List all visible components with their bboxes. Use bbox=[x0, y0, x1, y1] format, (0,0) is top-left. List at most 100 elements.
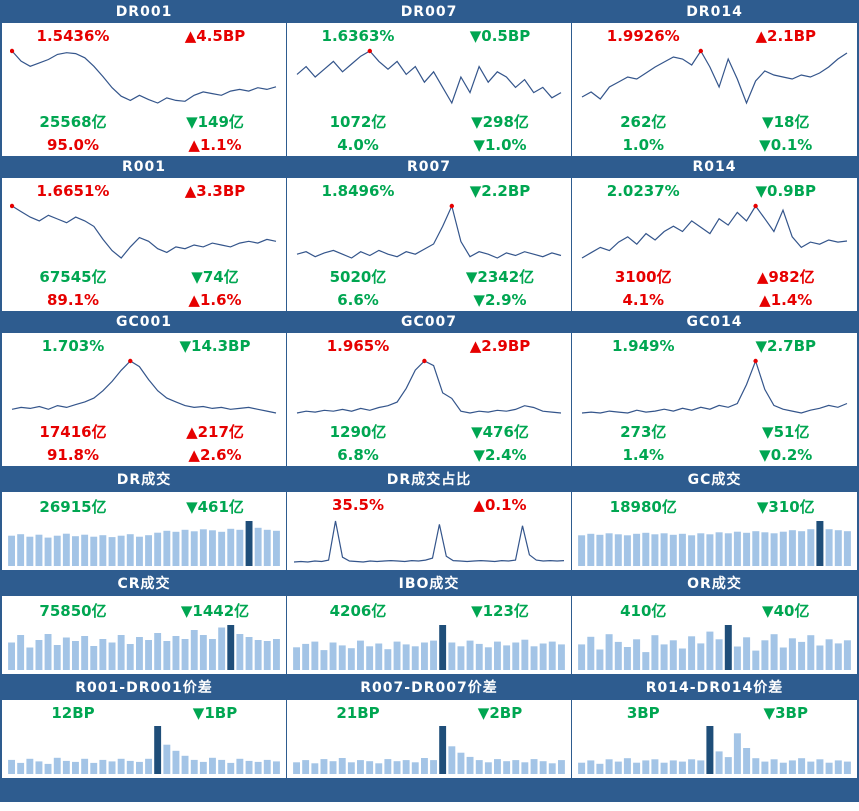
panel-r001: R001 1.6651% ▲3.3BP 67545亿 ▼74亿 89.1% ▲1… bbox=[2, 157, 287, 312]
panel-gc001: GC001 1.703% ▼14.3BP 17416亿 ▲217亿 91.8% … bbox=[2, 312, 287, 467]
footer-bar bbox=[2, 779, 857, 800]
volume-value: 3100亿 bbox=[614, 268, 672, 286]
panel-title: R007-DR007价差 bbox=[287, 675, 571, 700]
rate-line: 1.9926% ▲2.1BP bbox=[572, 23, 857, 46]
spread-change: ▼1BP bbox=[192, 704, 238, 722]
or-volume-bars bbox=[577, 624, 852, 670]
share-value: 1.0% bbox=[622, 136, 665, 154]
rate-value: 1.703% bbox=[41, 337, 105, 355]
panel-gc014: GC014 1.949% ▼2.7BP 273亿 ▼51亿 1.4% ▼0.2% bbox=[572, 312, 857, 467]
rate-value: 1.965% bbox=[326, 337, 390, 355]
value-line: 3BP ▼3BP bbox=[572, 700, 857, 723]
flow-value: 4206亿 bbox=[329, 602, 387, 620]
rate-value: 1.6651% bbox=[36, 182, 110, 200]
panel-dr001: DR001 1.5436% ▲4.5BP 25568亿 ▼149亿 95.0% … bbox=[2, 2, 287, 157]
rate-value: 1.6363% bbox=[321, 27, 395, 45]
share-line: 4.0% ▼1.0% bbox=[287, 134, 571, 156]
volume-change: ▼18亿 bbox=[762, 113, 810, 131]
panel-title: DR001 bbox=[2, 2, 286, 23]
flow-change: ▼1442亿 bbox=[180, 602, 250, 620]
panel-cr-volume: CR成交 75850亿 ▼1442亿 bbox=[2, 571, 287, 675]
ibo-volume-bars bbox=[292, 624, 566, 670]
flow-change: ▼310亿 bbox=[756, 498, 815, 516]
share-value: 6.6% bbox=[337, 291, 379, 309]
r014-dr014-spread-bars bbox=[577, 725, 852, 774]
volume-value: 5020亿 bbox=[329, 268, 387, 286]
dr007-trend-chart bbox=[295, 47, 563, 107]
flow-value: 410亿 bbox=[620, 602, 667, 620]
rate-line: 1.8496% ▼2.2BP bbox=[287, 178, 571, 201]
panel-title: R014-DR014价差 bbox=[572, 675, 857, 700]
panel-dr-volume: DR成交 26915亿 ▼461亿 bbox=[2, 467, 287, 571]
rate-value: 1.8496% bbox=[321, 182, 395, 200]
volume-value: 273亿 bbox=[620, 423, 667, 441]
panel-title: OR成交 bbox=[572, 571, 857, 596]
volume-value: 25568亿 bbox=[39, 113, 107, 131]
gc001-trend-chart bbox=[10, 357, 278, 417]
value-line: 35.5% ▲0.1% bbox=[287, 492, 571, 515]
panel-title: DR014 bbox=[572, 2, 857, 23]
dr001-trend-chart bbox=[10, 47, 278, 107]
r007-dr007-spread-bars bbox=[292, 725, 566, 774]
share-line: 1.0% ▼0.1% bbox=[572, 134, 857, 156]
share-change: ▲1.1% bbox=[188, 136, 242, 154]
panel-title: CR成交 bbox=[2, 571, 286, 596]
share-line: 95.0% ▲1.1% bbox=[2, 134, 286, 156]
volume-value: 262亿 bbox=[620, 113, 667, 131]
panel-title: R007 bbox=[287, 157, 571, 178]
share-line: 6.6% ▼2.9% bbox=[287, 289, 571, 311]
rate-value: 1.949% bbox=[612, 337, 675, 355]
volume-line: 1072亿 ▼298亿 bbox=[287, 109, 571, 134]
panel-dr007: DR007 1.6363% ▼0.5BP 1072亿 ▼298亿 4.0% ▼1… bbox=[287, 2, 572, 157]
spread-change: ▼3BP bbox=[763, 704, 808, 722]
panel-title: GC成交 bbox=[572, 467, 857, 492]
value-line: 18980亿 ▼310亿 bbox=[572, 492, 857, 518]
flow-change: ▼123亿 bbox=[471, 602, 529, 620]
rate-line: 1.6363% ▼0.5BP bbox=[287, 23, 571, 46]
volume-value: 1072亿 bbox=[329, 113, 387, 131]
volume-line: 17416亿 ▲217亿 bbox=[2, 419, 286, 444]
row-gc-rates: GC001 1.703% ▼14.3BP 17416亿 ▲217亿 91.8% … bbox=[2, 312, 857, 467]
rate-change: ▲2.1BP bbox=[755, 27, 817, 45]
rate-value: 2.0237% bbox=[606, 182, 680, 200]
panel-r007: R007 1.8496% ▼2.2BP 5020亿 ▼2342亿 6.6% ▼2… bbox=[287, 157, 572, 312]
share-change: ▼1.0% bbox=[473, 136, 527, 154]
share-value: 89.1% bbox=[46, 291, 100, 309]
flow-value: 26915亿 bbox=[39, 498, 107, 516]
panel-r001-dr001-spread: R001-DR001价差 12BP ▼1BP bbox=[2, 675, 287, 779]
panel-title: R014 bbox=[572, 157, 857, 178]
flow-change: ▲0.1% bbox=[473, 496, 527, 514]
volume-value: 17416亿 bbox=[39, 423, 107, 441]
share-line: 4.1% ▲1.4% bbox=[572, 289, 857, 311]
volume-change: ▼298亿 bbox=[471, 113, 529, 131]
r001-trend-chart bbox=[10, 202, 278, 262]
r014-trend-chart bbox=[580, 202, 849, 262]
share-change: ▲1.6% bbox=[188, 291, 242, 309]
panel-r014-dr014-spread: R014-DR014价差 3BP ▼3BP bbox=[572, 675, 857, 779]
volume-line: 1290亿 ▼476亿 bbox=[287, 419, 571, 444]
spread-value: 12BP bbox=[51, 704, 95, 722]
rate-change: ▼2.7BP bbox=[755, 337, 817, 355]
panel-title: R001 bbox=[2, 157, 286, 178]
value-line: 410亿 ▼40亿 bbox=[572, 596, 857, 622]
share-value: 95.0% bbox=[46, 136, 100, 154]
share-value: 4.0% bbox=[337, 136, 379, 154]
r007-trend-chart bbox=[295, 202, 563, 262]
flow-value: 35.5% bbox=[331, 496, 385, 514]
volume-line: 67545亿 ▼74亿 bbox=[2, 264, 286, 289]
volume-line: 3100亿 ▲982亿 bbox=[572, 264, 857, 289]
rate-line: 1.965% ▲2.9BP bbox=[287, 333, 571, 356]
r001-dr001-spread-bars bbox=[7, 725, 281, 774]
row-volumes-1: DR成交 26915亿 ▼461亿 DR成交占比 35.5% ▲0.1% GC成… bbox=[2, 467, 857, 571]
panel-gc-volume: GC成交 18980亿 ▼310亿 bbox=[572, 467, 857, 571]
flow-change: ▼461亿 bbox=[186, 498, 244, 516]
rate-change: ▼14.3BP bbox=[179, 337, 251, 355]
rate-line: 1.6651% ▲3.3BP bbox=[2, 178, 286, 201]
volume-change: ▼149亿 bbox=[186, 113, 244, 131]
rate-change: ▼0.9BP bbox=[755, 182, 817, 200]
volume-value: 67545亿 bbox=[39, 268, 107, 286]
value-line: 4206亿 ▼123亿 bbox=[287, 596, 571, 622]
rate-line: 1.703% ▼14.3BP bbox=[2, 333, 286, 356]
value-line: 21BP ▼2BP bbox=[287, 700, 571, 723]
dr014-trend-chart bbox=[580, 47, 849, 107]
